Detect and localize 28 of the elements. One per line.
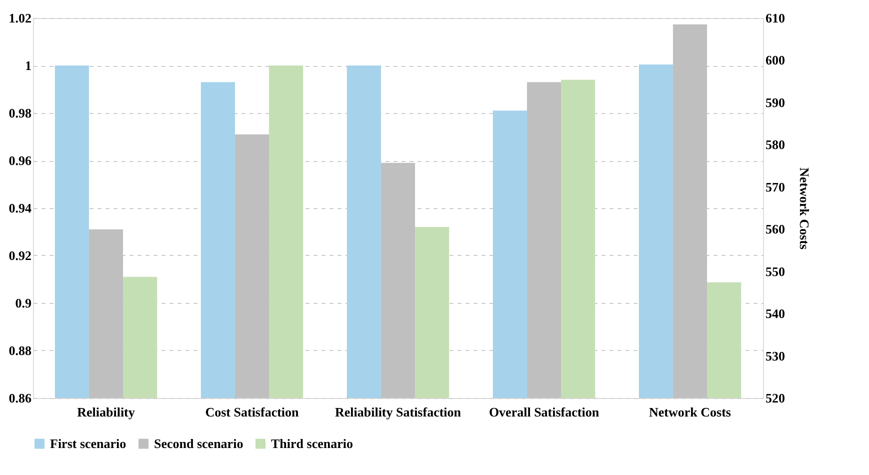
y-tick-label: 0.92 xyxy=(8,248,32,263)
legend-label: Third scenario xyxy=(271,436,353,451)
y2-tick-label: 590 xyxy=(766,94,785,110)
y-tick-label: 0.96 xyxy=(8,153,32,168)
y2-tick-label: 560 xyxy=(766,222,785,237)
x-tick-label: Overall Satisfaction xyxy=(488,404,600,420)
y-tick-label: 0.94 xyxy=(8,200,32,216)
y2-tick-label: 600 xyxy=(766,52,785,68)
x-tick-label: Reliability Satisfaction xyxy=(334,404,462,420)
y2-tick-label: 580 xyxy=(766,137,785,152)
y2-tick-label: 570 xyxy=(766,179,785,194)
y-tick-label: 1.02 xyxy=(8,10,32,26)
y-tick-label: 0.86 xyxy=(8,390,32,406)
y-tick-label: 1 xyxy=(25,58,32,73)
y-tick-label: 0.88 xyxy=(8,343,32,358)
legend-label: First scenario xyxy=(50,436,126,451)
y2-axis-title: Network Costs xyxy=(797,168,812,250)
y2-tick-label: 520 xyxy=(766,390,785,406)
x-tick-label: Cost Satisfaction xyxy=(205,404,300,420)
y2-tick-label: 550 xyxy=(766,264,785,279)
y-tick-label: 0.9 xyxy=(15,296,32,310)
y2-tick-label: 530 xyxy=(766,348,785,364)
x-tick-label: Reliability xyxy=(77,404,136,420)
y-tick-label: 0.98 xyxy=(8,106,32,120)
y2-tick-label: 610 xyxy=(766,10,785,26)
legend-label: Second scenario xyxy=(154,436,244,451)
y2-tick-label: 540 xyxy=(766,306,785,322)
x-tick-label: Network Costs xyxy=(649,404,731,420)
